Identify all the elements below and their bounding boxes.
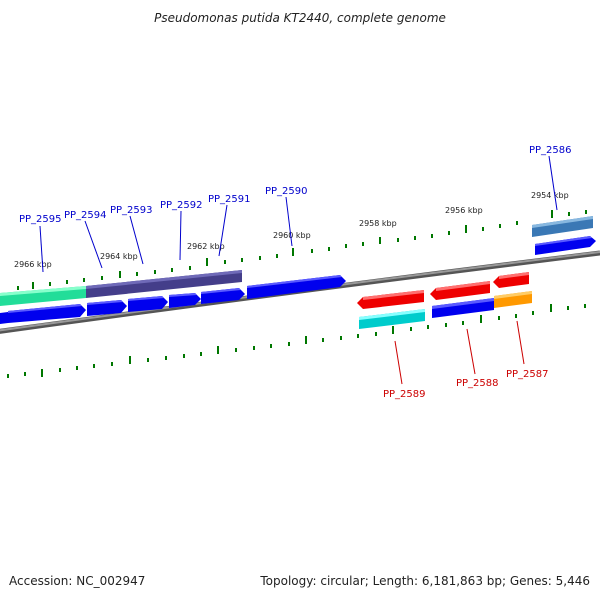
category-bar-green [0, 286, 86, 306]
scale-label: 2956 kbp [445, 206, 483, 215]
genome-summary-text: Topology: circular; Length: 6,181,863 bp… [260, 574, 590, 588]
gene-arrow [0, 312, 8, 324]
forward-genes [0, 236, 596, 324]
gene-label: PP_2587 [506, 369, 549, 380]
gene-label: PP_2590 [265, 186, 308, 197]
gene-label: PP_2594 [64, 210, 107, 221]
gene-label: PP_2591 [208, 194, 251, 205]
gene-arrow [8, 304, 86, 323]
scale-label: 2964 kbp [100, 252, 138, 261]
inner-ticks [7, 304, 586, 378]
accession-text: Accession: NC_002947 [9, 574, 146, 588]
gene-label: PP_2586 [529, 145, 572, 156]
scale-label: 2960 kbp [273, 231, 311, 240]
scale-label: 2966 kbp [14, 260, 52, 269]
gene-arrow [169, 293, 201, 308]
label-leaders [39, 155, 558, 385]
gene-label: PP_2593 [110, 205, 153, 216]
scale-label: 2954 kbp [531, 191, 569, 200]
scale-label: 2958 kbp [359, 219, 397, 228]
gene-label: PP_2589 [383, 389, 426, 400]
gene-arrow [535, 236, 596, 255]
gene-label: PP_2588 [456, 378, 499, 389]
gene-label: PP_2592 [160, 200, 203, 211]
reverse-genes [357, 272, 532, 329]
scale-label: 2962 kbp [187, 242, 225, 251]
map-title: Pseudomonas putida KT2440, complete geno… [154, 11, 446, 25]
outer-ticks [17, 210, 587, 290]
gene-label: PP_2595 [19, 214, 62, 225]
gene-arrow [247, 275, 346, 299]
